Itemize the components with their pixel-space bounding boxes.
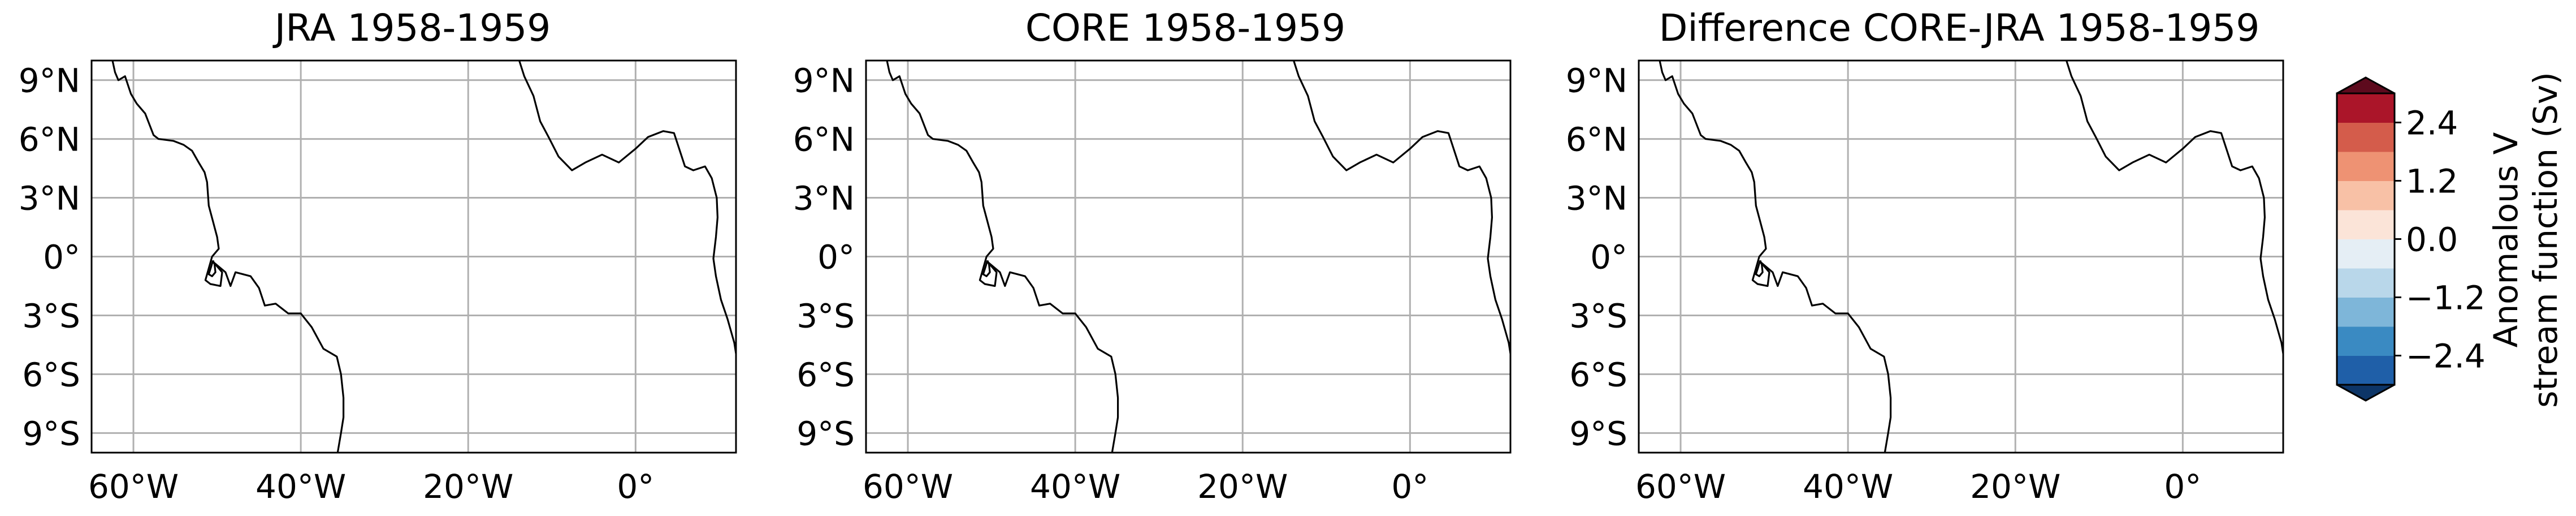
lon-tick-label: 60°W bbox=[1635, 467, 1726, 506]
coastline-islands bbox=[207, 260, 217, 277]
lat-tick-label: 6°N bbox=[1566, 121, 1627, 159]
lon-tick-label: 20°W bbox=[423, 467, 513, 506]
colorbar-bin bbox=[2337, 239, 2395, 269]
colorbar-tick-label: 1.2 bbox=[2406, 162, 2458, 201]
lat-tick-label: 3°N bbox=[19, 179, 80, 218]
lat-tick-label: 9°N bbox=[793, 62, 855, 100]
colorbar-extend-over bbox=[2336, 76, 2395, 94]
map-frame bbox=[90, 59, 737, 454]
panel-title: JRA 1958-1959 bbox=[272, 6, 551, 50]
colorbar-label-line2: stream function (Sv) bbox=[2526, 72, 2565, 407]
colorbar-bin bbox=[2337, 152, 2395, 181]
lat-tick-label: 3°S bbox=[22, 296, 80, 335]
lat-tick-label: 0° bbox=[43, 238, 80, 277]
map-frame bbox=[1638, 59, 2284, 454]
lat-tick-label: 6°S bbox=[1569, 355, 1627, 394]
lat-tick-label: 9°S bbox=[796, 414, 855, 453]
colorbar-tick-label: −1.2 bbox=[2406, 279, 2486, 317]
coastline-islands bbox=[982, 260, 991, 277]
colorbar-bin bbox=[2337, 297, 2395, 327]
lat-tick-label: 6°N bbox=[793, 121, 855, 159]
map-frame bbox=[865, 59, 1512, 454]
colorbar-tick-label: −2.4 bbox=[2406, 337, 2486, 376]
colorbar-bin bbox=[2337, 122, 2395, 152]
lon-tick-label: 0° bbox=[1391, 467, 1428, 506]
colorbar-bin bbox=[2337, 355, 2395, 385]
lon-tick-label: 0° bbox=[617, 467, 654, 506]
coastlines bbox=[1659, 61, 2283, 453]
colorbar-label-line1: Anomalous V bbox=[2487, 132, 2525, 347]
lon-tick-label: 60°W bbox=[88, 467, 179, 506]
lat-tick-label: 3°S bbox=[796, 296, 855, 335]
lon-tick-label: 40°W bbox=[1030, 467, 1120, 506]
lat-tick-label: 6°N bbox=[19, 121, 80, 159]
map-panel-jra: JRA 1958-1959 9°N 6°N 3°N 0° 3°S 6°S 9°S60°W 40… bbox=[19, 6, 737, 506]
map-panel-core: CORE 1958-1959 9°N 6°N 3°N 0° 3°S 6°S 9°S60°W 4… bbox=[793, 6, 1512, 506]
panel-title: Difference CORE-JRA 1958-1959 bbox=[1659, 6, 2260, 50]
coastline-islands bbox=[1755, 260, 1764, 277]
lat-tick-label: 9°N bbox=[1566, 62, 1627, 100]
colorbar-tick-label: 2.4 bbox=[2406, 104, 2458, 143]
coastline-africa bbox=[2065, 61, 2283, 360]
colorbar-bin bbox=[2337, 180, 2395, 210]
lon-tick-label: 40°W bbox=[1803, 467, 1893, 506]
coastlines bbox=[111, 61, 736, 453]
lat-tick-label: 6°S bbox=[22, 355, 80, 394]
coastline-south_america bbox=[1659, 61, 1892, 453]
colorbar-bin bbox=[2337, 326, 2395, 356]
colorbar-tick-label: 0.0 bbox=[2406, 221, 2458, 259]
panel-title: CORE 1958-1959 bbox=[1025, 6, 1345, 50]
lat-tick-label: 3°S bbox=[1569, 296, 1627, 335]
lat-tick-label: 9°S bbox=[1569, 414, 1627, 453]
colorbar-label: Anomalous V stream function (Sv) bbox=[2487, 72, 2565, 407]
colorbar-bin bbox=[2337, 210, 2395, 239]
map-panel-difference: Difference CORE-JRA 1958-1959 9°N 6°N 3°N 0… bbox=[1566, 6, 2284, 506]
coastline-africa bbox=[518, 61, 736, 360]
colorbar-bin bbox=[2337, 268, 2395, 298]
lat-tick-label: 0° bbox=[817, 238, 855, 277]
coastlines bbox=[886, 61, 1510, 453]
colorbar-bin bbox=[2337, 93, 2395, 123]
lat-tick-label: 0° bbox=[1590, 238, 1627, 277]
coastline-africa bbox=[1292, 61, 1510, 360]
lon-tick-label: 20°W bbox=[1970, 467, 2060, 506]
lat-tick-label: 9°S bbox=[22, 414, 80, 453]
lat-tick-label: 3°N bbox=[1566, 179, 1627, 218]
lon-tick-label: 20°W bbox=[1197, 467, 1288, 506]
lat-tick-label: 3°N bbox=[793, 179, 855, 218]
lon-tick-label: 0° bbox=[2164, 467, 2201, 506]
colorbar: 2.4 1.2 0.0 −1.2 −2.4 bbox=[2336, 76, 2486, 402]
coastline-south_america bbox=[886, 61, 1119, 453]
lon-tick-label: 40°W bbox=[256, 467, 346, 506]
lat-tick-label: 9°N bbox=[19, 62, 80, 100]
colorbar-extend-under bbox=[2336, 384, 2395, 402]
lon-tick-label: 60°W bbox=[863, 467, 953, 506]
lat-tick-label: 6°S bbox=[796, 355, 855, 394]
coastline-south_america bbox=[111, 61, 345, 453]
